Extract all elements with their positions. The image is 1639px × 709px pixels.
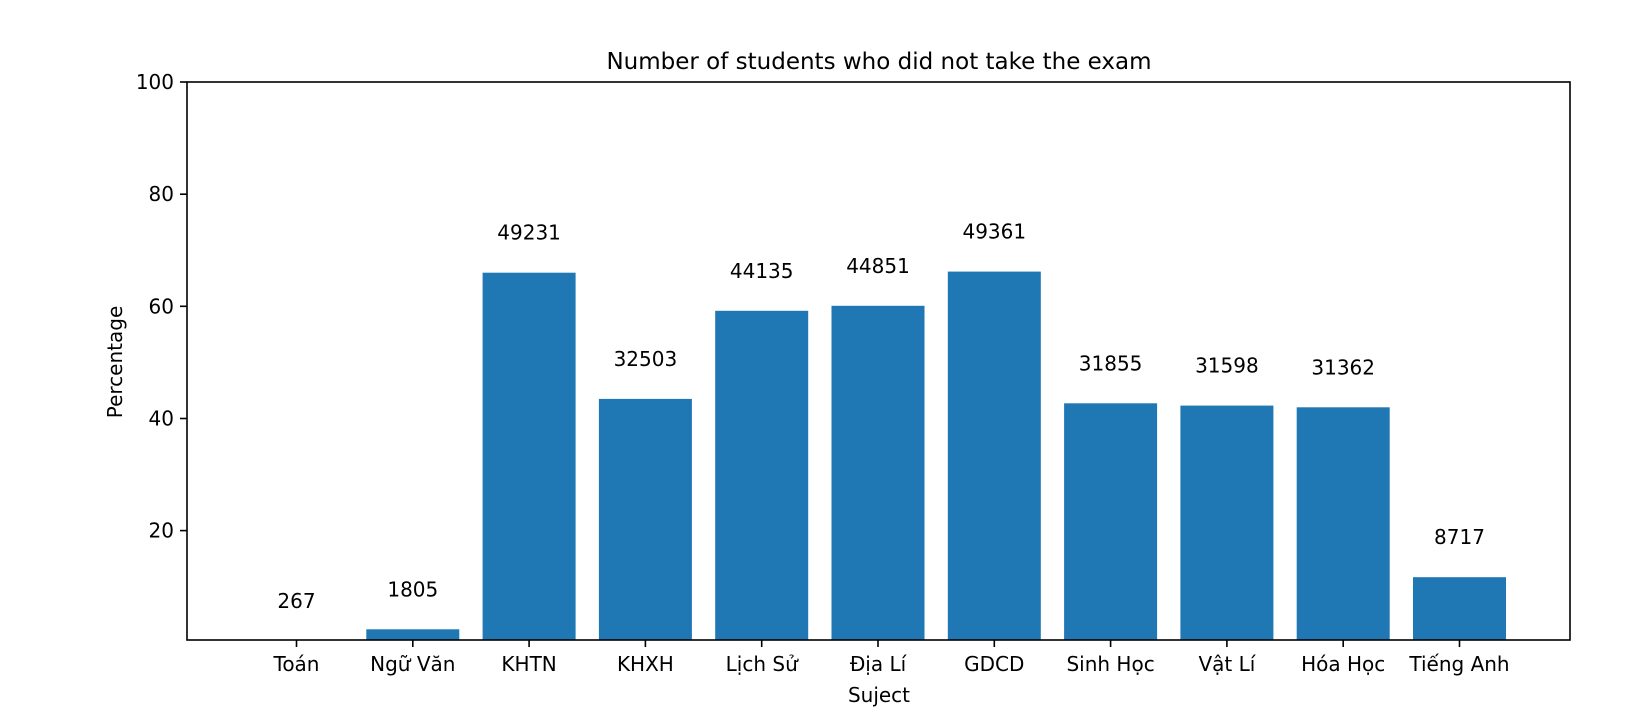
bar-8 <box>1180 405 1274 640</box>
y-axis-label: Percentage <box>103 306 127 419</box>
bar-9 <box>1296 407 1390 640</box>
y-tick-label-4: 100 <box>136 70 174 94</box>
x-tick-label-5: Địa Lí <box>850 652 908 676</box>
y-tick-label-3: 80 <box>149 182 174 206</box>
chart-title: Number of students who did not take the … <box>606 49 1151 75</box>
bar-1 <box>366 629 460 640</box>
bar-4 <box>715 310 809 640</box>
x-tick-label-10: Tiếng Anh <box>1408 652 1509 676</box>
data-label-8: 31598 <box>1195 354 1259 378</box>
bar-10 <box>1413 577 1506 640</box>
x-tick-label-2: KHTN <box>501 652 556 676</box>
data-label-3: 32503 <box>614 347 678 371</box>
x-tick-label-9: Hóa Học <box>1301 652 1385 676</box>
x-tick-label-0: Toán <box>273 652 320 676</box>
y-tick-label-0: 20 <box>149 519 174 543</box>
y-axis: 20 40 60 80 100 <box>136 70 187 543</box>
data-label-2: 49231 <box>497 221 561 245</box>
bar-3 <box>598 398 692 640</box>
bar-2 <box>482 272 576 640</box>
bar-5 <box>831 305 925 640</box>
data-labels-layer: 267 1805 49231 32503 44135 44851 49361 31855 315… <box>277 220 1485 613</box>
x-tick-label-8: Vật Lí <box>1198 652 1256 676</box>
x-tick-label-6: GDCD <box>964 652 1024 676</box>
data-label-0: 267 <box>277 589 315 613</box>
data-label-10: 8717 <box>1434 525 1485 549</box>
y-tick-label-2: 60 <box>149 294 174 318</box>
data-label-5: 44851 <box>846 254 910 278</box>
x-axis: Toán Ngữ Văn KHTN KHXH Lịch Sử Địa Lí GDCD Sinh… <box>273 640 1510 676</box>
x-axis-label: Suject <box>848 683 910 707</box>
x-tick-label-7: Sinh Học <box>1066 652 1154 676</box>
y-tick-label-1: 40 <box>149 407 174 431</box>
bar-6 <box>947 271 1041 640</box>
x-tick-label-4: Lịch Sử <box>726 652 799 676</box>
bar-7 <box>1064 403 1158 640</box>
data-label-9: 31362 <box>1311 355 1375 379</box>
data-label-7: 31855 <box>1079 351 1143 375</box>
data-label-1: 1805 <box>387 577 438 601</box>
x-tick-label-3: KHXH <box>617 652 674 676</box>
x-tick-label-1: Ngữ Văn <box>370 652 455 676</box>
data-label-4: 44135 <box>730 259 794 283</box>
data-label-6: 49361 <box>962 220 1026 244</box>
bars-layer <box>366 271 1506 640</box>
